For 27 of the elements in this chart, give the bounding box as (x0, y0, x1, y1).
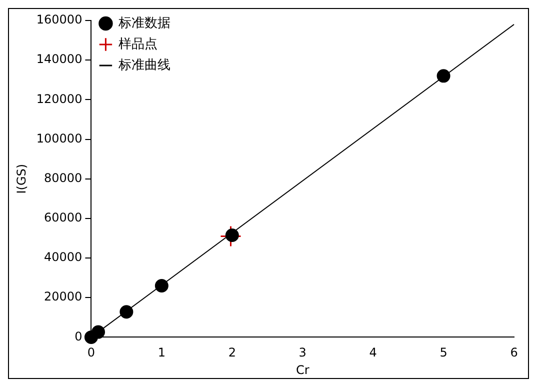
point (436, 69, 450, 83)
y-tick-label: 100000 (36, 131, 82, 146)
y-tick-label: 0 (74, 329, 82, 344)
point (154, 278, 168, 292)
x-tick-label: 5 (440, 346, 448, 360)
y-tick-label: 140000 (36, 52, 82, 66)
point (92, 325, 106, 339)
point (220, 226, 242, 247)
x-tick-label: 6 (510, 346, 518, 360)
legend-label: 标准曲线 (118, 58, 171, 73)
y-tick-label: 120000 (36, 92, 82, 106)
point (225, 228, 239, 242)
x-tick-label: 1 (158, 346, 166, 360)
point (120, 305, 134, 319)
x-tick-label: 3 (298, 346, 306, 360)
legend-label: 标准数据 (118, 16, 171, 31)
y-tick-label: 160000 (36, 12, 82, 27)
x-tick-label: 4 (369, 346, 377, 360)
y-axis-title: I(GS) (14, 164, 28, 194)
y-tick-label: 20000 (44, 290, 82, 304)
y-tick-label: 60000 (44, 210, 82, 225)
x-axis-title: Cr (296, 362, 310, 377)
legend-label: 样品点 (118, 36, 158, 52)
x-tick-label: 2 (228, 346, 236, 360)
y-tick-label: 40000 (44, 250, 82, 264)
x-tick-label: 0 (87, 346, 96, 360)
y-tick-label: 80000 (44, 170, 82, 185)
